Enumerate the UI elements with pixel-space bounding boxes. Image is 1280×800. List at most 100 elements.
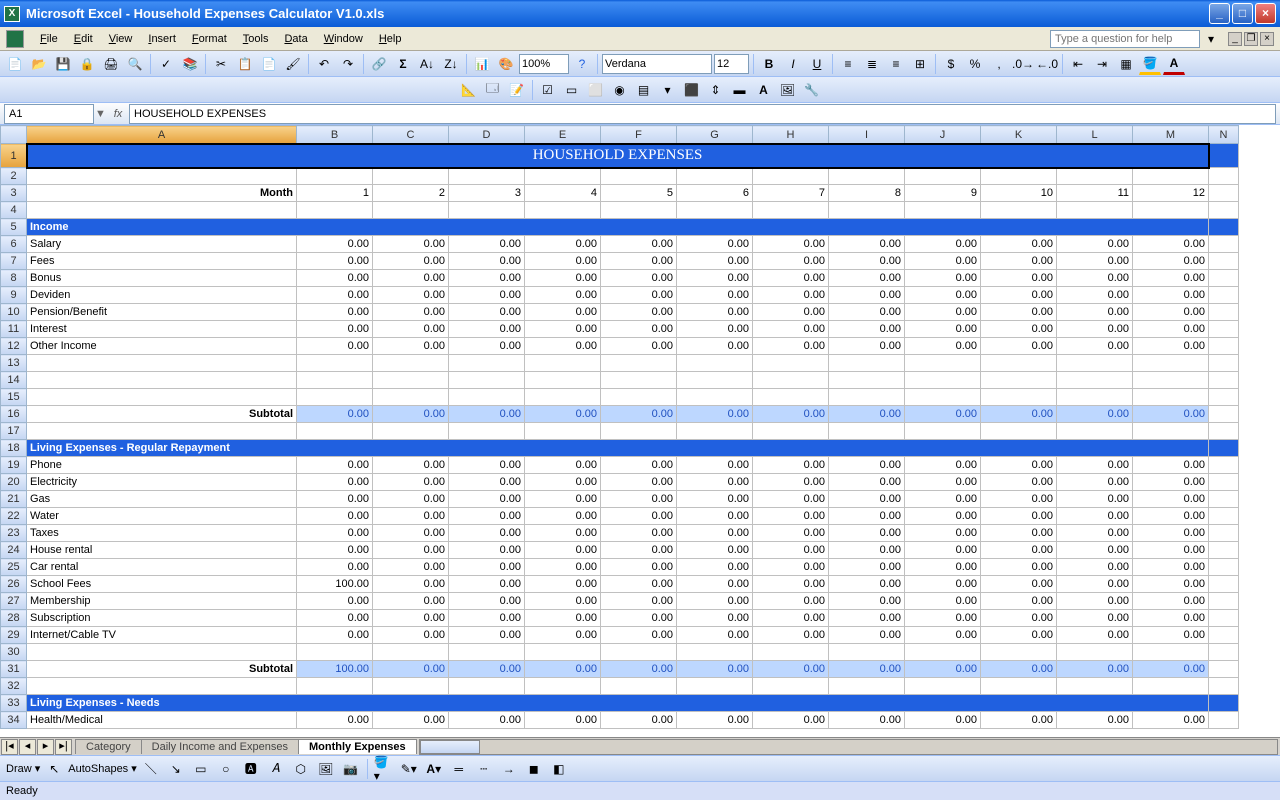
oval-icon[interactable]: ○ <box>215 758 237 780</box>
value-cell[interactable]: 0.00 <box>601 304 677 321</box>
value-cell[interactable]: 0.00 <box>525 508 601 525</box>
shadow-icon[interactable]: ◼ <box>523 758 545 780</box>
chart-icon[interactable]: 📊 <box>471 53 493 75</box>
borders-icon[interactable]: ▦ <box>1115 53 1137 75</box>
cell[interactable] <box>1133 644 1209 661</box>
value-cell[interactable]: 0.00 <box>829 236 905 253</box>
item-label[interactable]: Interest <box>27 321 297 338</box>
maximize-button[interactable]: □ <box>1232 3 1253 24</box>
align-right-icon[interactable]: ≡ <box>885 53 907 75</box>
value-cell[interactable]: 0.00 <box>829 542 905 559</box>
value-cell[interactable]: 0.00 <box>677 321 753 338</box>
decrease-indent-icon[interactable]: ⇤ <box>1067 53 1089 75</box>
cell[interactable] <box>677 644 753 661</box>
toggle-icon[interactable]: ⬛ <box>681 79 703 101</box>
value-cell[interactable]: 0.00 <box>1133 712 1209 729</box>
row-header-12[interactable]: 12 <box>1 338 27 355</box>
value-cell[interactable]: 0.00 <box>601 508 677 525</box>
menu-data[interactable]: Data <box>276 30 315 48</box>
value-cell[interactable]: 0.00 <box>373 253 449 270</box>
value-cell[interactable]: 0.00 <box>677 610 753 627</box>
cell[interactable] <box>525 678 601 695</box>
value-cell[interactable]: 0.00 <box>601 627 677 644</box>
value-cell[interactable]: 0.00 <box>753 576 829 593</box>
value-cell[interactable]: 0.00 <box>677 236 753 253</box>
value-cell[interactable]: 0.00 <box>829 712 905 729</box>
cell[interactable] <box>981 423 1057 440</box>
value-cell[interactable]: 0.00 <box>525 610 601 627</box>
worksheet-area[interactable]: ABCDEFGHIJKLMN1HOUSEHOLD EXPENSES23Month… <box>0 125 1280 737</box>
value-cell[interactable]: 0.00 <box>753 287 829 304</box>
value-cell[interactable]: 0.00 <box>753 712 829 729</box>
cell[interactable] <box>1209 236 1239 253</box>
subtotal-cell[interactable]: 0.00 <box>905 661 981 678</box>
cell[interactable] <box>677 202 753 219</box>
cell[interactable] <box>1209 355 1239 372</box>
value-cell[interactable]: 0.00 <box>1057 542 1133 559</box>
value-cell[interactable]: 0.00 <box>297 542 373 559</box>
cell[interactable] <box>1209 457 1239 474</box>
value-cell[interactable]: 0.00 <box>905 287 981 304</box>
cell[interactable] <box>449 168 525 185</box>
value-cell[interactable]: 0.00 <box>1057 338 1133 355</box>
value-cell[interactable]: 0.00 <box>1057 474 1133 491</box>
merge-center-icon[interactable]: ⊞ <box>909 53 931 75</box>
cell[interactable] <box>1209 491 1239 508</box>
value-cell[interactable]: 0.00 <box>981 542 1057 559</box>
percent-icon[interactable]: % <box>964 53 986 75</box>
cell[interactable] <box>525 644 601 661</box>
item-label[interactable]: House rental <box>27 542 297 559</box>
underline-icon[interactable]: U <box>806 53 828 75</box>
menu-view[interactable]: View <box>101 30 141 48</box>
subtotal-cell[interactable]: 0.00 <box>449 661 525 678</box>
value-cell[interactable]: 0.00 <box>297 508 373 525</box>
row-header-7[interactable]: 7 <box>1 253 27 270</box>
subtotal-cell[interactable]: 0.00 <box>677 406 753 423</box>
value-cell[interactable]: 0.00 <box>525 559 601 576</box>
value-cell[interactable]: 0.00 <box>981 236 1057 253</box>
cell[interactable] <box>1209 627 1239 644</box>
cell[interactable] <box>525 202 601 219</box>
value-cell[interactable]: 0.00 <box>525 457 601 474</box>
value-cell[interactable]: 0.00 <box>449 236 525 253</box>
month-cell[interactable]: 2 <box>373 185 449 202</box>
value-cell[interactable]: 0.00 <box>1057 508 1133 525</box>
arrow-style-icon[interactable]: → <box>498 758 520 780</box>
minimize-button[interactable]: _ <box>1209 3 1230 24</box>
row-header-33[interactable]: 33 <box>1 695 27 712</box>
value-cell[interactable]: 0.00 <box>905 593 981 610</box>
value-cell[interactable]: 0.00 <box>601 253 677 270</box>
month-cell[interactable]: 6 <box>677 185 753 202</box>
month-cell[interactable]: 8 <box>829 185 905 202</box>
value-cell[interactable]: 0.00 <box>1057 559 1133 576</box>
value-cell[interactable]: 0.00 <box>373 474 449 491</box>
cell[interactable] <box>1057 202 1133 219</box>
cell[interactable] <box>981 202 1057 219</box>
col-header-H[interactable]: H <box>753 126 829 144</box>
value-cell[interactable]: 0.00 <box>297 270 373 287</box>
value-cell[interactable]: 0.00 <box>905 474 981 491</box>
draw-menu[interactable]: Draw ▾ <box>6 762 40 775</box>
value-cell[interactable]: 0.00 <box>297 304 373 321</box>
value-cell[interactable]: 0.00 <box>525 491 601 508</box>
value-cell[interactable]: 0.00 <box>297 236 373 253</box>
value-cell[interactable]: 0.00 <box>905 321 981 338</box>
value-cell[interactable]: 0.00 <box>829 576 905 593</box>
value-cell[interactable]: 0.00 <box>1057 593 1133 610</box>
cell[interactable] <box>829 678 905 695</box>
cell[interactable] <box>1209 338 1239 355</box>
tab-last-icon[interactable]: ▸| <box>55 739 72 755</box>
section-header[interactable]: Living Expenses - Needs <box>27 695 1209 712</box>
hyperlink-icon[interactable]: 🔗 <box>368 53 390 75</box>
value-cell[interactable]: 0.00 <box>373 525 449 542</box>
value-cell[interactable]: 0.00 <box>753 270 829 287</box>
label-icon[interactable]: A <box>753 79 775 101</box>
cell[interactable] <box>1133 372 1209 389</box>
value-cell[interactable]: 0.00 <box>1133 321 1209 338</box>
row-header-18[interactable]: 18 <box>1 440 27 457</box>
cell[interactable] <box>829 644 905 661</box>
cell[interactable] <box>601 389 677 406</box>
col-header-D[interactable]: D <box>449 126 525 144</box>
cell[interactable] <box>27 389 297 406</box>
name-box[interactable]: A1 <box>4 104 94 124</box>
